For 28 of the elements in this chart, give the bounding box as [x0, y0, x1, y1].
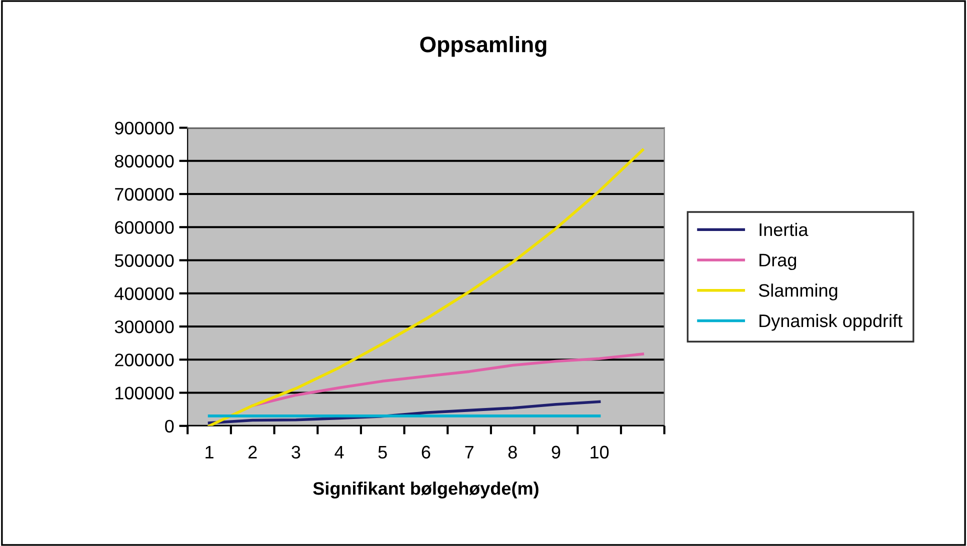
line-series [208, 148, 644, 426]
x-tick-label: 5 [378, 446, 387, 459]
y-tick-label: 100000 [116, 386, 174, 400]
legend-label: Drag [760, 254, 796, 270]
x-tick-label: 7 [465, 446, 474, 458]
y-tick-label: 200000 [115, 354, 174, 366]
chart-title: Oppsamling [420, 36, 546, 57]
x-tick-label: 1 [206, 446, 214, 458]
x-tick-label: 10 [590, 446, 609, 459]
x-axis-title: Signifikant bølgehøyde(m) [313, 482, 538, 499]
y-tick-label: 600000 [115, 221, 174, 234]
y-tick-label: 300000 [114, 320, 174, 334]
x-tick-label: 4 [334, 446, 344, 458]
legend-label: Dynamisk oppdrift [760, 314, 902, 331]
x-tick-label: 9 [552, 446, 560, 459]
x-tick-label: 8 [508, 446, 517, 459]
y-tick-label: 400000 [114, 287, 174, 300]
line-series [251, 352, 644, 408]
y-tick-label: 900000 [115, 122, 174, 134]
x-tick-label: 2 [248, 446, 257, 458]
y-tick-label: 800000 [114, 154, 174, 168]
y-tick-label: 700000 [115, 188, 174, 201]
y-tick-label: 500000 [114, 254, 174, 267]
legend-label: Inertia [760, 222, 808, 236]
x-tick-label: 6 [422, 446, 430, 459]
y-tick-label: 0 [165, 420, 174, 433]
x-tick-label: 3 [292, 446, 300, 459]
legend-label: Slamming [758, 284, 838, 300]
